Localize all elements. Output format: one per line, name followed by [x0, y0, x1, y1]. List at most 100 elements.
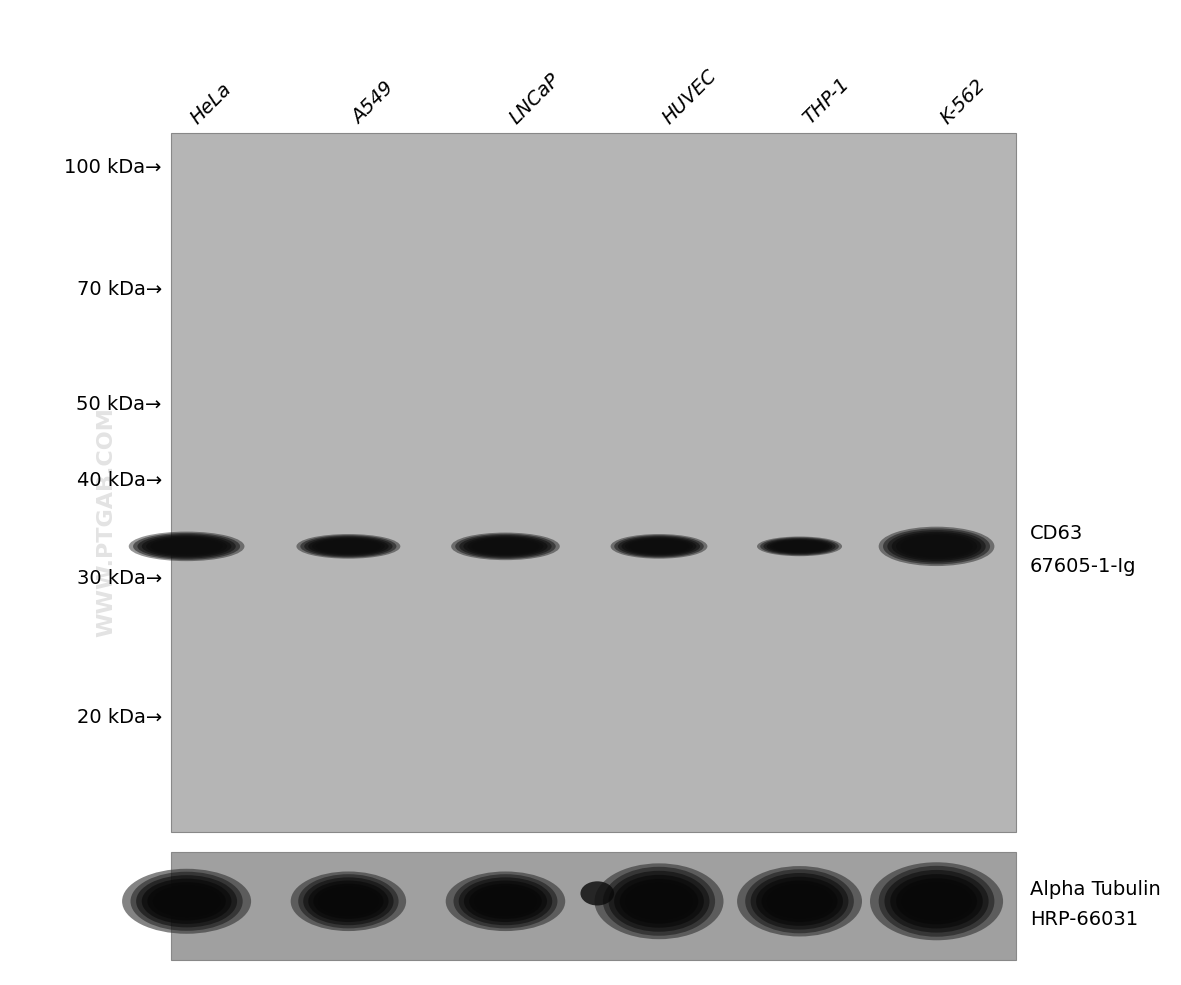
Text: K-562: K-562 [937, 76, 988, 128]
Ellipse shape [625, 539, 693, 555]
Ellipse shape [772, 887, 827, 915]
Ellipse shape [155, 540, 218, 553]
Ellipse shape [321, 889, 376, 913]
Text: 50 kDa→: 50 kDa→ [77, 395, 162, 414]
Ellipse shape [632, 541, 686, 553]
Text: 30 kDa→: 30 kDa→ [77, 569, 162, 588]
Ellipse shape [476, 540, 535, 553]
Ellipse shape [471, 539, 540, 555]
Text: HeLa: HeLa [187, 80, 235, 128]
Ellipse shape [608, 871, 710, 932]
Ellipse shape [890, 874, 983, 929]
Ellipse shape [148, 883, 226, 920]
Ellipse shape [870, 862, 1003, 941]
Ellipse shape [611, 534, 707, 558]
Ellipse shape [737, 866, 862, 937]
Ellipse shape [320, 541, 377, 552]
Ellipse shape [908, 886, 965, 916]
Ellipse shape [902, 883, 971, 920]
Ellipse shape [763, 538, 836, 555]
Ellipse shape [136, 875, 237, 928]
Ellipse shape [479, 541, 531, 552]
Ellipse shape [905, 886, 968, 917]
Ellipse shape [745, 869, 854, 934]
Ellipse shape [477, 889, 534, 913]
Ellipse shape [879, 866, 994, 937]
Ellipse shape [305, 536, 392, 557]
Ellipse shape [628, 540, 690, 554]
Ellipse shape [883, 528, 990, 564]
Ellipse shape [756, 877, 843, 926]
Ellipse shape [458, 878, 553, 925]
Text: THP-1: THP-1 [800, 75, 853, 128]
Ellipse shape [772, 541, 827, 552]
Text: LNCaP: LNCaP [505, 70, 563, 128]
Ellipse shape [626, 883, 692, 920]
Ellipse shape [324, 542, 373, 552]
Ellipse shape [291, 872, 406, 931]
Ellipse shape [451, 533, 560, 560]
Ellipse shape [637, 542, 681, 552]
Ellipse shape [900, 535, 973, 558]
Ellipse shape [905, 537, 968, 556]
Ellipse shape [761, 538, 839, 556]
Ellipse shape [298, 875, 398, 928]
Ellipse shape [631, 886, 687, 916]
Text: 67605-1-Ig: 67605-1-Ig [1030, 557, 1136, 575]
Text: Alpha Tubulin: Alpha Tubulin [1030, 880, 1161, 899]
Ellipse shape [155, 540, 218, 554]
Ellipse shape [146, 537, 227, 556]
Text: 40 kDa→: 40 kDa→ [77, 471, 162, 491]
Ellipse shape [154, 886, 220, 917]
Ellipse shape [618, 536, 700, 557]
Ellipse shape [158, 888, 215, 914]
Text: HRP-66031: HRP-66031 [1030, 909, 1138, 929]
Ellipse shape [479, 890, 531, 912]
Ellipse shape [469, 884, 542, 919]
Text: CD63: CD63 [1030, 524, 1083, 543]
Ellipse shape [445, 872, 566, 931]
Ellipse shape [896, 534, 977, 559]
Text: A549: A549 [348, 79, 398, 128]
Ellipse shape [129, 532, 244, 561]
Bar [171, 133, 1016, 832]
Ellipse shape [150, 538, 223, 555]
Ellipse shape [308, 537, 389, 556]
Ellipse shape [621, 537, 697, 556]
Ellipse shape [776, 542, 823, 551]
Ellipse shape [159, 541, 214, 552]
Ellipse shape [614, 875, 704, 928]
Ellipse shape [581, 882, 614, 905]
Ellipse shape [628, 886, 690, 917]
Text: 100 kDa→: 100 kDa→ [64, 158, 162, 177]
Ellipse shape [476, 540, 535, 553]
Ellipse shape [464, 881, 547, 922]
Ellipse shape [475, 886, 536, 916]
Ellipse shape [459, 535, 552, 558]
Ellipse shape [887, 530, 986, 562]
Ellipse shape [614, 535, 704, 558]
Ellipse shape [304, 878, 393, 925]
Text: 70 kDa→: 70 kDa→ [77, 280, 162, 298]
Text: HUVEC: HUVEC [659, 66, 720, 128]
Ellipse shape [751, 873, 848, 930]
Ellipse shape [455, 534, 556, 558]
Ellipse shape [320, 541, 377, 553]
Ellipse shape [766, 539, 833, 554]
Text: WWW.PTGAB.COM: WWW.PTGAB.COM [97, 407, 116, 637]
Ellipse shape [296, 534, 400, 558]
Ellipse shape [603, 867, 716, 936]
Ellipse shape [454, 875, 557, 928]
Ellipse shape [632, 541, 686, 552]
Ellipse shape [776, 542, 823, 551]
Ellipse shape [156, 888, 217, 914]
Ellipse shape [779, 543, 820, 551]
Ellipse shape [318, 886, 378, 916]
Ellipse shape [463, 536, 548, 557]
Ellipse shape [133, 533, 240, 559]
Ellipse shape [905, 538, 968, 556]
Ellipse shape [770, 540, 829, 553]
Ellipse shape [312, 539, 385, 555]
Ellipse shape [315, 540, 380, 554]
Ellipse shape [766, 885, 833, 918]
